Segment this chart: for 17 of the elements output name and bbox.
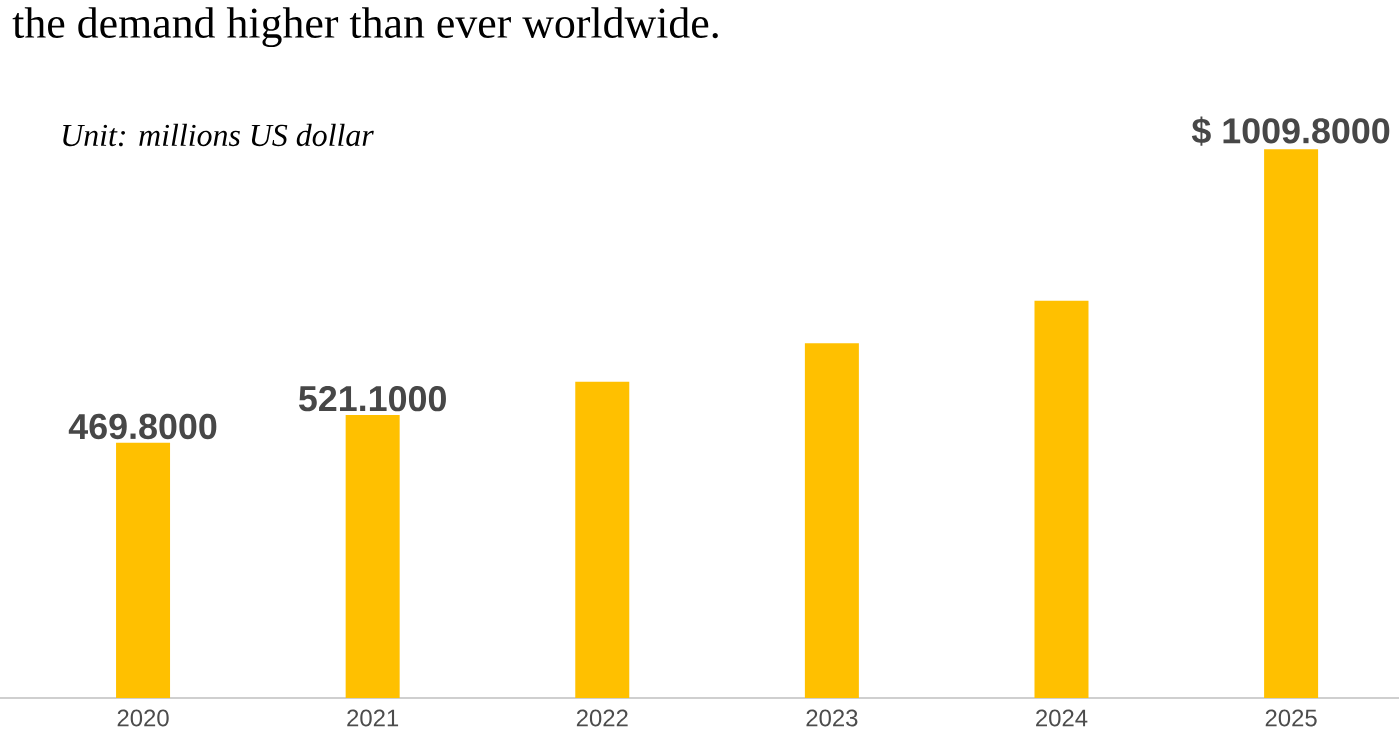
x-tick-label: 2022 [576,709,628,727]
bar [1034,300,1089,698]
text: Unit: millions US dollar [63,123,374,147]
bar [1264,149,1319,698]
bar [804,343,859,698]
bar [116,442,171,698]
x-tick-label: 2023 [806,709,858,727]
data-label: 521.1000 [298,385,446,412]
bar [345,414,400,698]
x-tick-label: 2025 [1265,709,1317,727]
data-label: 469.8000 [68,413,217,440]
x-tick-label: 2024 [1036,709,1088,727]
x-tick-label: 2020 [117,709,169,727]
data-label: $ 1009.8000 [1191,116,1390,146]
chart-title: the demand higher than ever worldwide. [12,7,718,48]
x-tick-label: 2021 [347,709,399,727]
bar [575,381,630,698]
